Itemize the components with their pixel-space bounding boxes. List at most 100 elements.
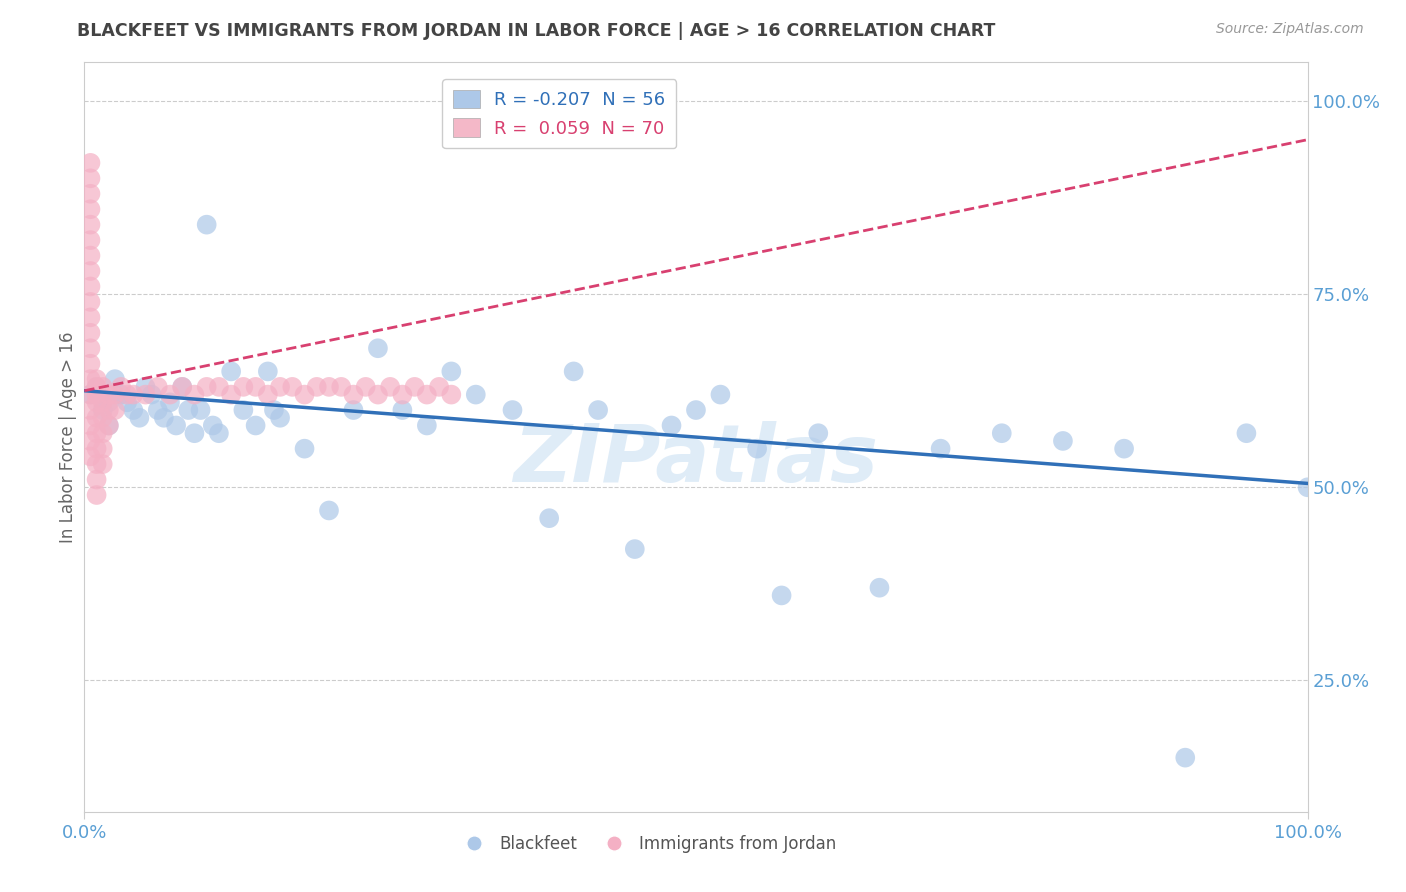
Point: [172, 380, 194, 394]
Point: [86, 457, 108, 471]
Point: [97, 403, 120, 417]
Point: [245, 380, 267, 394]
Point: [391, 387, 413, 401]
Point: [165, 418, 187, 433]
Point: [122, 387, 145, 401]
Point: [232, 380, 254, 394]
Point: [342, 387, 364, 401]
Point: [770, 589, 793, 603]
Point: [159, 387, 181, 401]
Point: [79, 233, 101, 247]
Point: [195, 380, 218, 394]
Point: [79, 450, 101, 464]
Point: [586, 403, 609, 417]
Point: [354, 380, 377, 394]
Point: [91, 410, 114, 425]
Y-axis label: In Labor Force | Age > 16: In Labor Force | Age > 16: [59, 331, 77, 543]
Point: [135, 387, 157, 401]
Text: Source: ZipAtlas.com: Source: ZipAtlas.com: [1216, 22, 1364, 37]
Point: [104, 387, 127, 401]
Point: [685, 403, 707, 417]
Point: [257, 364, 280, 378]
Point: [86, 488, 108, 502]
Point: [122, 403, 145, 417]
Point: [86, 442, 108, 456]
Point: [79, 341, 101, 355]
Point: [807, 426, 830, 441]
Point: [562, 364, 585, 378]
Point: [1114, 442, 1136, 456]
Point: [97, 418, 120, 433]
Point: [391, 403, 413, 417]
Point: [219, 364, 242, 378]
Point: [263, 403, 285, 417]
Point: [404, 380, 426, 394]
Point: [97, 387, 120, 401]
Point: [79, 279, 101, 293]
Point: [330, 380, 353, 394]
Point: [624, 542, 647, 557]
Point: [115, 387, 138, 401]
Point: [97, 395, 120, 409]
Point: [79, 218, 101, 232]
Point: [128, 410, 150, 425]
Point: [79, 264, 101, 278]
Point: [91, 442, 114, 456]
Point: [245, 418, 267, 433]
Point: [1052, 434, 1074, 448]
Point: [86, 387, 108, 401]
Point: [232, 403, 254, 417]
Point: [115, 395, 138, 409]
Point: [79, 403, 101, 417]
Point: [440, 364, 463, 378]
Point: [79, 248, 101, 262]
Point: [367, 387, 389, 401]
Point: [281, 380, 304, 394]
Point: [104, 403, 127, 417]
Point: [183, 426, 205, 441]
Text: BLACKFEET VS IMMIGRANTS FROM JORDAN IN LABOR FORCE | AGE > 16 CORRELATION CHART: BLACKFEET VS IMMIGRANTS FROM JORDAN IN L…: [77, 22, 995, 40]
Point: [91, 426, 114, 441]
Point: [380, 380, 402, 394]
Point: [257, 387, 280, 401]
Point: [269, 380, 291, 394]
Point: [110, 380, 132, 394]
Point: [91, 395, 114, 409]
Point: [79, 310, 101, 325]
Point: [294, 387, 316, 401]
Point: [79, 418, 101, 433]
Point: [146, 403, 169, 417]
Point: [86, 426, 108, 441]
Point: [79, 372, 101, 386]
Point: [177, 403, 200, 417]
Point: [367, 341, 389, 355]
Point: [190, 403, 212, 417]
Point: [201, 418, 224, 433]
Point: [86, 410, 108, 425]
Point: [91, 403, 114, 417]
Point: [929, 442, 952, 456]
Point: [342, 403, 364, 417]
Point: [464, 387, 486, 401]
Point: [416, 418, 439, 433]
Point: [79, 186, 101, 201]
Point: [79, 171, 101, 186]
Point: [159, 395, 181, 409]
Legend: Blackfeet, Immigrants from Jordan: Blackfeet, Immigrants from Jordan: [451, 829, 844, 860]
Point: [135, 380, 157, 394]
Point: [208, 380, 231, 394]
Point: [869, 581, 891, 595]
Point: [991, 426, 1014, 441]
Point: [86, 380, 108, 394]
Point: [747, 442, 769, 456]
Point: [91, 380, 114, 394]
Point: [318, 503, 340, 517]
Point: [153, 410, 176, 425]
Point: [661, 418, 683, 433]
Point: [86, 473, 108, 487]
Point: [97, 418, 120, 433]
Point: [440, 387, 463, 401]
Text: ZIPatlas: ZIPatlas: [513, 420, 879, 499]
Point: [269, 410, 291, 425]
Point: [195, 218, 218, 232]
